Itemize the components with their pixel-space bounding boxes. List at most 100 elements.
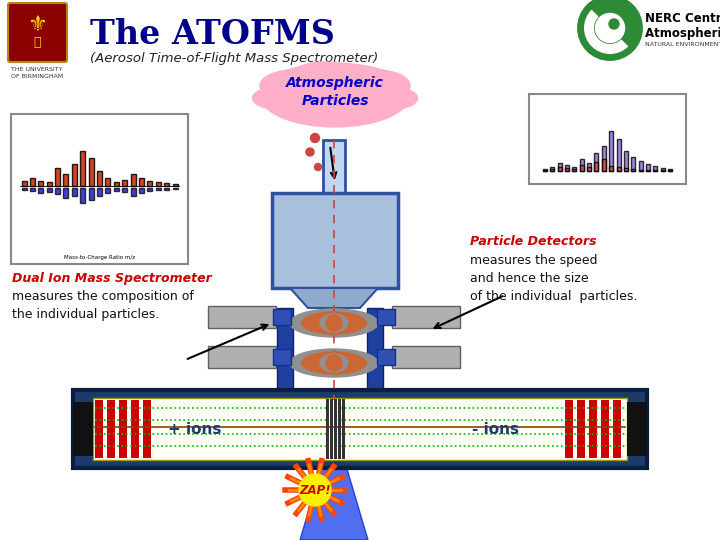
FancyBboxPatch shape	[89, 188, 94, 200]
FancyBboxPatch shape	[38, 188, 43, 193]
Polygon shape	[290, 288, 378, 308]
FancyBboxPatch shape	[143, 400, 151, 458]
Text: ⚜: ⚜	[27, 15, 47, 35]
FancyBboxPatch shape	[587, 167, 591, 171]
FancyBboxPatch shape	[208, 346, 276, 368]
FancyBboxPatch shape	[616, 167, 621, 171]
FancyBboxPatch shape	[639, 161, 642, 171]
FancyBboxPatch shape	[624, 168, 628, 171]
FancyBboxPatch shape	[367, 308, 383, 403]
FancyBboxPatch shape	[8, 3, 67, 62]
FancyBboxPatch shape	[631, 157, 635, 171]
FancyBboxPatch shape	[122, 180, 127, 186]
Circle shape	[310, 133, 320, 143]
FancyBboxPatch shape	[107, 400, 115, 458]
FancyBboxPatch shape	[122, 188, 127, 192]
FancyBboxPatch shape	[139, 188, 144, 193]
FancyBboxPatch shape	[668, 169, 672, 171]
FancyBboxPatch shape	[338, 399, 341, 459]
FancyBboxPatch shape	[330, 399, 333, 459]
FancyBboxPatch shape	[392, 346, 460, 368]
FancyBboxPatch shape	[148, 181, 153, 186]
FancyBboxPatch shape	[105, 188, 110, 193]
Circle shape	[326, 355, 342, 371]
Ellipse shape	[320, 314, 348, 332]
FancyBboxPatch shape	[30, 188, 35, 191]
FancyBboxPatch shape	[572, 167, 577, 171]
Text: ZAP!: ZAP!	[300, 483, 330, 496]
FancyBboxPatch shape	[30, 178, 35, 186]
Ellipse shape	[260, 70, 335, 102]
Polygon shape	[300, 425, 368, 540]
FancyBboxPatch shape	[565, 165, 569, 171]
Ellipse shape	[253, 87, 305, 110]
FancyBboxPatch shape	[273, 309, 291, 325]
FancyBboxPatch shape	[616, 139, 621, 171]
FancyBboxPatch shape	[326, 399, 329, 459]
FancyBboxPatch shape	[105, 178, 110, 186]
FancyBboxPatch shape	[595, 162, 598, 171]
FancyBboxPatch shape	[22, 188, 27, 190]
FancyBboxPatch shape	[130, 188, 135, 196]
Ellipse shape	[335, 70, 410, 102]
FancyBboxPatch shape	[602, 146, 606, 171]
FancyBboxPatch shape	[277, 308, 293, 403]
FancyBboxPatch shape	[334, 399, 337, 459]
FancyBboxPatch shape	[323, 140, 345, 195]
FancyBboxPatch shape	[164, 183, 169, 186]
FancyBboxPatch shape	[613, 400, 621, 458]
FancyBboxPatch shape	[668, 170, 672, 171]
FancyBboxPatch shape	[89, 158, 94, 186]
FancyBboxPatch shape	[587, 163, 591, 171]
FancyBboxPatch shape	[595, 153, 598, 171]
FancyBboxPatch shape	[72, 164, 77, 186]
FancyBboxPatch shape	[73, 402, 93, 456]
Circle shape	[609, 19, 619, 29]
Ellipse shape	[318, 65, 374, 92]
Text: Mass-to-Charge Ratio m/z: Mass-to-Charge Ratio m/z	[64, 254, 135, 260]
FancyBboxPatch shape	[119, 400, 127, 458]
FancyBboxPatch shape	[377, 349, 395, 365]
FancyBboxPatch shape	[580, 165, 584, 171]
Circle shape	[315, 164, 322, 171]
Ellipse shape	[302, 352, 366, 374]
Wedge shape	[584, 10, 629, 54]
Text: (Aerosol Time-of-Flight Mass Spectrometer): (Aerosol Time-of-Flight Mass Spectromete…	[90, 52, 378, 65]
FancyBboxPatch shape	[342, 399, 345, 459]
FancyBboxPatch shape	[148, 188, 153, 191]
Ellipse shape	[290, 349, 378, 377]
FancyBboxPatch shape	[639, 170, 642, 171]
FancyBboxPatch shape	[624, 151, 628, 171]
FancyBboxPatch shape	[529, 94, 686, 184]
FancyBboxPatch shape	[627, 402, 647, 456]
Text: - ions: - ions	[472, 422, 518, 436]
Text: + ions: + ions	[168, 422, 222, 436]
FancyBboxPatch shape	[156, 188, 161, 190]
FancyBboxPatch shape	[173, 184, 178, 186]
FancyBboxPatch shape	[273, 349, 291, 365]
Text: Atmospheric
Particles: Atmospheric Particles	[286, 76, 384, 107]
FancyBboxPatch shape	[550, 167, 554, 171]
Text: measures the speed
and hence the size
of the individual  particles.: measures the speed and hence the size of…	[470, 254, 637, 303]
Ellipse shape	[290, 309, 378, 337]
FancyBboxPatch shape	[272, 193, 398, 288]
FancyBboxPatch shape	[558, 163, 562, 171]
FancyBboxPatch shape	[80, 151, 85, 186]
FancyBboxPatch shape	[550, 169, 554, 171]
FancyBboxPatch shape	[392, 306, 460, 328]
FancyBboxPatch shape	[47, 188, 52, 192]
FancyBboxPatch shape	[601, 400, 609, 458]
FancyBboxPatch shape	[653, 170, 657, 171]
FancyBboxPatch shape	[139, 178, 144, 186]
FancyBboxPatch shape	[114, 182, 119, 186]
FancyBboxPatch shape	[55, 168, 60, 186]
FancyBboxPatch shape	[72, 188, 77, 196]
FancyBboxPatch shape	[558, 167, 562, 171]
FancyBboxPatch shape	[661, 170, 665, 171]
FancyBboxPatch shape	[131, 400, 139, 458]
FancyBboxPatch shape	[653, 166, 657, 171]
FancyBboxPatch shape	[377, 309, 395, 325]
FancyBboxPatch shape	[580, 159, 584, 171]
FancyBboxPatch shape	[55, 188, 60, 194]
FancyBboxPatch shape	[22, 181, 27, 186]
